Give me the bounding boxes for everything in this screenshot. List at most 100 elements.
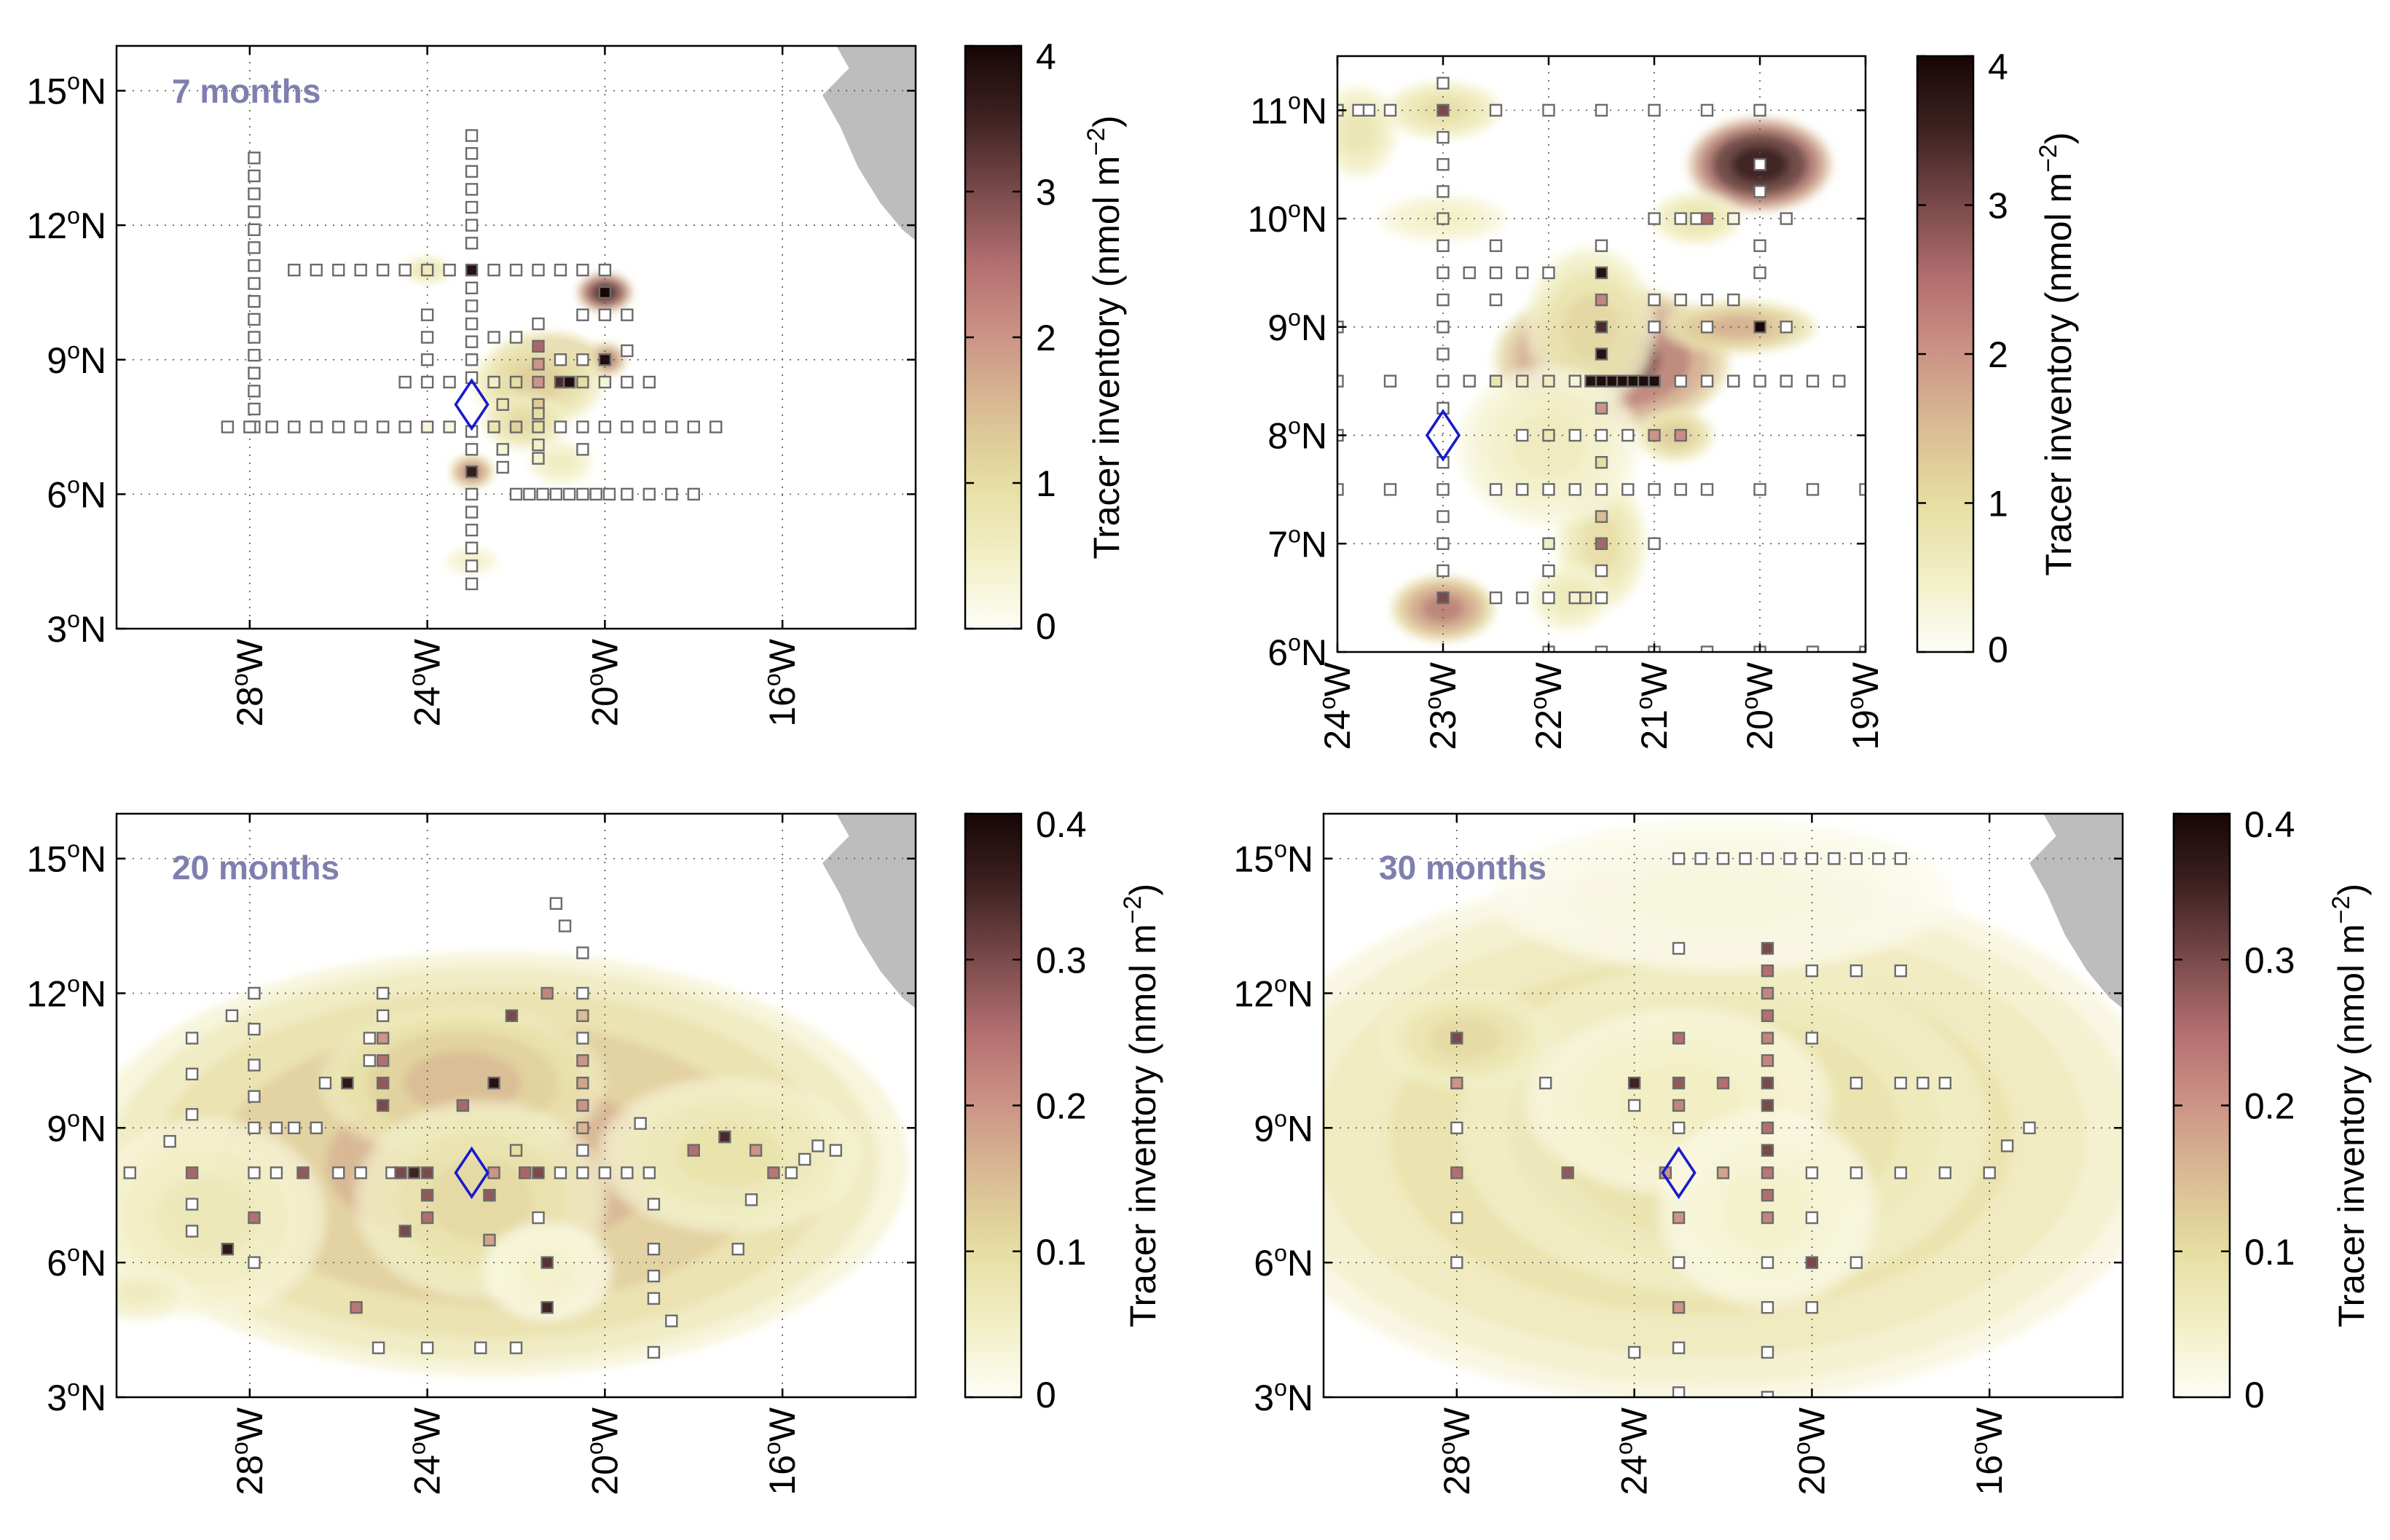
station-marker [1595, 239, 1608, 252]
station-marker [554, 1166, 567, 1179]
station-marker [310, 263, 323, 277]
station-marker [576, 986, 589, 1000]
station-marker [1605, 374, 1619, 388]
station-marker [576, 1166, 589, 1179]
station-marker [394, 1166, 407, 1179]
station-marker [332, 420, 345, 433]
station-marker [1806, 483, 1820, 496]
station-marker [376, 1054, 390, 1067]
station-marker [465, 219, 479, 232]
x-tick-label: 16oW [759, 1407, 803, 1495]
station-marker [532, 339, 545, 353]
station-marker [372, 1341, 385, 1354]
station-marker [474, 1341, 487, 1354]
y-tick-label: 3oN [47, 1375, 106, 1418]
tracer-contour [547, 453, 574, 472]
station-marker [1489, 483, 1503, 496]
station-marker [1450, 1166, 1463, 1179]
station-marker [1595, 401, 1608, 415]
station-marker [420, 331, 434, 344]
station-marker [665, 487, 678, 501]
axes-frame [1322, 812, 2124, 1399]
station-marker [1627, 1099, 1641, 1112]
station-marker [1463, 266, 1476, 280]
station-marker [1753, 374, 1766, 388]
station-marker [1753, 266, 1766, 280]
y-tick-label: 15oN [26, 836, 106, 880]
station-marker [1700, 103, 1714, 117]
station-marker [598, 375, 612, 389]
y-tick-label: 3oN [1254, 1375, 1313, 1418]
station-marker [1828, 852, 1841, 865]
x-tick-label: 20oW [581, 638, 625, 726]
station-marker [1489, 103, 1503, 117]
station-marker [598, 1166, 612, 1179]
tracer-contour [1421, 594, 1465, 623]
tracer-contour [675, 1123, 783, 1187]
station-marker [248, 259, 261, 272]
station-marker [598, 263, 612, 277]
x-tick-label: 24oW [1314, 661, 1358, 750]
colorbar-tick-label: 1 [1988, 484, 2008, 525]
colorbar-tick-label: 3 [1036, 172, 1056, 213]
station-marker [767, 1166, 780, 1179]
station-marker [376, 1099, 390, 1112]
station-marker [1595, 374, 1608, 388]
station-marker [576, 1032, 589, 1045]
tracer-contour [1343, 112, 1375, 152]
colorbar-label: Tracer inventory (nmol m−2) [2035, 132, 2079, 575]
tracer-contour [1629, 863, 1817, 927]
station-marker [1859, 483, 1866, 496]
station-marker [1595, 537, 1608, 550]
station-marker [1436, 76, 1450, 90]
station-marker [1450, 1121, 1463, 1135]
station-marker [1595, 564, 1608, 578]
colorbar-tick-label: 0 [2244, 1375, 2265, 1415]
station-marker [376, 263, 390, 277]
station-marker [1595, 591, 1608, 605]
station-marker [465, 165, 479, 178]
colorbar [965, 46, 1021, 629]
station-marker [496, 443, 509, 456]
station-marker [1753, 185, 1766, 198]
station-marker [1436, 212, 1450, 225]
station-marker [496, 398, 509, 412]
panel-title: 30 months [1379, 849, 1546, 887]
station-marker [1568, 428, 1581, 442]
station-marker [1450, 1211, 1463, 1225]
station-marker [532, 263, 545, 277]
station-marker [1761, 1009, 1774, 1022]
station-marker [576, 946, 589, 959]
land-west-africa [2029, 814, 2123, 1009]
station-marker [1894, 1076, 1907, 1090]
station-marker [1674, 293, 1687, 307]
station-marker [1761, 1391, 1774, 1397]
station-marker [1917, 1076, 1930, 1090]
colorbar-tick-label: 1 [1036, 463, 1056, 504]
station-marker [248, 1090, 261, 1103]
station-marker [576, 487, 589, 501]
x-tick-label: 20oW [1737, 661, 1780, 750]
station-marker [665, 420, 678, 433]
station-marker [1761, 1166, 1774, 1179]
x-tick-label: 28oW [227, 638, 270, 726]
station-marker [1595, 483, 1608, 496]
station-marker [532, 406, 545, 420]
release-site-diamond [1661, 1146, 1697, 1200]
station-marker [1700, 321, 1714, 334]
station-marker [1648, 537, 1661, 550]
station-marker [1674, 428, 1687, 442]
colorbar-tick-label: 0.3 [2244, 940, 2295, 981]
station-marker [248, 277, 261, 290]
station-marker [420, 420, 434, 433]
y-tick-label: 6oN [1254, 1240, 1313, 1284]
x-tick-label: 16oW [759, 638, 803, 726]
station-marker [549, 487, 563, 501]
y-tick-label: 8oN [1267, 413, 1327, 457]
tracer-contour [1564, 294, 1618, 360]
tracer-field [117, 951, 908, 1376]
y-tick-label: 6oN [47, 471, 106, 515]
station-marker [1383, 103, 1397, 117]
station-marker [332, 1166, 345, 1179]
station-marker [487, 1076, 500, 1090]
